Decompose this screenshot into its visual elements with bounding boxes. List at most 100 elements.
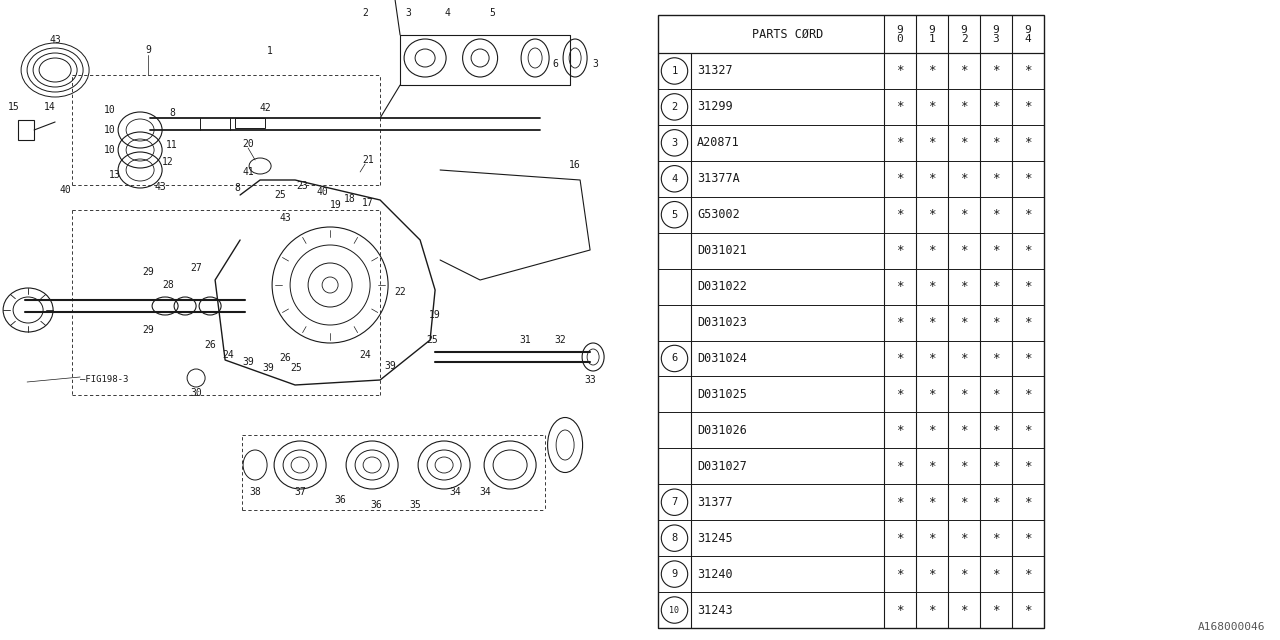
Text: *: * bbox=[992, 172, 1000, 186]
Text: 37: 37 bbox=[294, 487, 306, 497]
Text: 31: 31 bbox=[520, 335, 531, 345]
Text: *: * bbox=[992, 244, 1000, 257]
Text: *: * bbox=[992, 496, 1000, 509]
Text: *: * bbox=[1024, 352, 1032, 365]
Text: *: * bbox=[1024, 316, 1032, 329]
Text: *: * bbox=[992, 208, 1000, 221]
Text: 29: 29 bbox=[142, 267, 154, 277]
Text: *: * bbox=[928, 352, 936, 365]
Text: *: * bbox=[1024, 100, 1032, 113]
Text: 11: 11 bbox=[166, 140, 178, 150]
Text: G53002: G53002 bbox=[698, 208, 740, 221]
Text: 31327: 31327 bbox=[698, 65, 732, 77]
Text: 31243: 31243 bbox=[698, 604, 732, 616]
Text: *: * bbox=[960, 136, 968, 149]
Text: 39: 39 bbox=[242, 357, 253, 367]
Text: *: * bbox=[1024, 136, 1032, 149]
Text: *: * bbox=[928, 388, 936, 401]
Text: 4: 4 bbox=[672, 174, 677, 184]
Text: 31299: 31299 bbox=[698, 100, 732, 113]
Text: 17: 17 bbox=[362, 198, 374, 208]
Text: *: * bbox=[896, 496, 904, 509]
Text: 9: 9 bbox=[992, 25, 1000, 35]
Text: 9: 9 bbox=[896, 25, 904, 35]
Text: *: * bbox=[896, 460, 904, 473]
Text: *: * bbox=[928, 424, 936, 437]
Text: D031024: D031024 bbox=[698, 352, 746, 365]
Text: 10: 10 bbox=[104, 125, 116, 135]
Text: *: * bbox=[960, 496, 968, 509]
Text: *: * bbox=[960, 352, 968, 365]
Text: *: * bbox=[928, 316, 936, 329]
Text: *: * bbox=[896, 388, 904, 401]
Text: *: * bbox=[960, 532, 968, 545]
Text: *: * bbox=[928, 568, 936, 580]
Text: 3: 3 bbox=[406, 8, 411, 18]
Text: D031026: D031026 bbox=[698, 424, 746, 437]
Text: 43: 43 bbox=[49, 35, 61, 45]
Text: *: * bbox=[992, 65, 1000, 77]
Text: *: * bbox=[896, 172, 904, 186]
Text: 8: 8 bbox=[672, 533, 677, 543]
Text: *: * bbox=[992, 280, 1000, 293]
Text: 5: 5 bbox=[672, 210, 677, 220]
Text: 3: 3 bbox=[672, 138, 677, 148]
Text: 14: 14 bbox=[45, 102, 56, 112]
Text: 24: 24 bbox=[223, 350, 234, 360]
Text: *: * bbox=[928, 172, 936, 186]
Text: 31377A: 31377A bbox=[698, 172, 740, 186]
Text: *: * bbox=[960, 388, 968, 401]
Text: *: * bbox=[928, 136, 936, 149]
Text: *: * bbox=[896, 280, 904, 293]
Text: *: * bbox=[960, 65, 968, 77]
Text: 15: 15 bbox=[8, 102, 20, 112]
Text: 8: 8 bbox=[234, 183, 241, 193]
Text: 1: 1 bbox=[672, 66, 677, 76]
Text: 36: 36 bbox=[334, 495, 346, 505]
Text: 32: 32 bbox=[554, 335, 566, 345]
Text: *: * bbox=[896, 424, 904, 437]
Text: *: * bbox=[1024, 424, 1032, 437]
Text: *: * bbox=[992, 532, 1000, 545]
Text: 9: 9 bbox=[1024, 25, 1032, 35]
Text: *: * bbox=[960, 244, 968, 257]
Text: 41: 41 bbox=[242, 167, 253, 177]
Text: 6: 6 bbox=[552, 59, 558, 69]
Text: 9: 9 bbox=[928, 25, 936, 35]
Bar bbox=[236, 118, 265, 128]
Text: 3: 3 bbox=[593, 59, 598, 69]
Text: 7: 7 bbox=[672, 497, 677, 508]
Text: 12: 12 bbox=[163, 157, 174, 167]
Text: 20: 20 bbox=[242, 139, 253, 149]
Text: 1: 1 bbox=[928, 34, 936, 44]
Text: *: * bbox=[992, 136, 1000, 149]
Text: 9: 9 bbox=[145, 45, 151, 55]
Text: *: * bbox=[928, 280, 936, 293]
Text: *: * bbox=[960, 568, 968, 580]
Text: *: * bbox=[1024, 388, 1032, 401]
Text: *: * bbox=[896, 65, 904, 77]
Text: *: * bbox=[896, 208, 904, 221]
Text: *: * bbox=[896, 532, 904, 545]
Text: 43: 43 bbox=[279, 213, 291, 223]
Text: *: * bbox=[960, 424, 968, 437]
Text: *: * bbox=[896, 316, 904, 329]
Bar bbox=[658, 15, 1044, 628]
Bar bbox=[18, 120, 35, 140]
Text: *: * bbox=[1024, 460, 1032, 473]
Text: *: * bbox=[928, 460, 936, 473]
Text: *: * bbox=[1024, 568, 1032, 580]
Text: *: * bbox=[928, 496, 936, 509]
Text: *: * bbox=[1024, 208, 1032, 221]
Text: D031027: D031027 bbox=[698, 460, 746, 473]
Text: 25: 25 bbox=[291, 363, 302, 373]
Text: 21: 21 bbox=[362, 155, 374, 165]
Text: *: * bbox=[928, 65, 936, 77]
Text: *: * bbox=[992, 604, 1000, 616]
Text: *: * bbox=[992, 568, 1000, 580]
Text: *: * bbox=[960, 280, 968, 293]
Text: 3: 3 bbox=[992, 34, 1000, 44]
Text: *: * bbox=[992, 424, 1000, 437]
Text: 36: 36 bbox=[370, 500, 381, 510]
Text: 10: 10 bbox=[104, 145, 116, 155]
